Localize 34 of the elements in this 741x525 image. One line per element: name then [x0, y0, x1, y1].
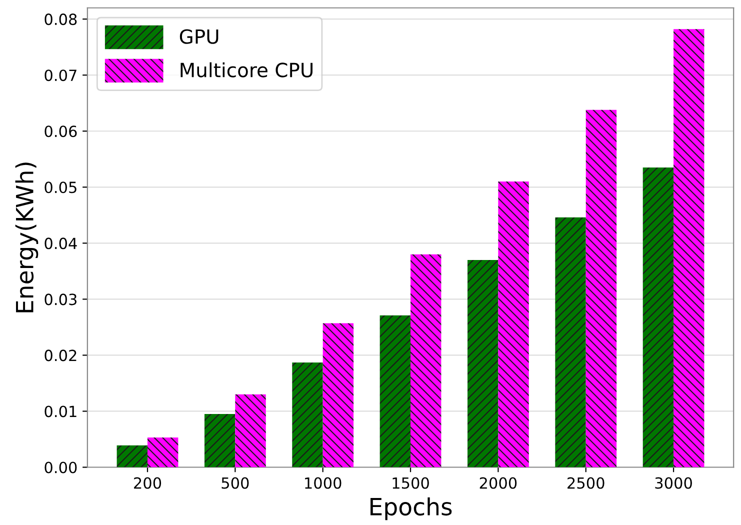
x-tick-label: 3000 [655, 477, 692, 489]
bar [555, 217, 586, 468]
y-tick-label: 0.05 [44, 182, 76, 194]
y-tick-label: 0.02 [44, 350, 76, 362]
y-tick-label: 0.08 [44, 14, 77, 26]
y-tick-label: 0.00 [44, 462, 77, 474]
x-tick-label: 500 [222, 477, 249, 489]
bar [410, 254, 442, 468]
bar [235, 394, 266, 468]
y-tick-label: 0.07 [44, 70, 76, 82]
y-tick-label: 0.03 [44, 294, 76, 306]
bar [586, 110, 617, 468]
bar [116, 445, 148, 468]
x-axis-title: Epochs [370, 497, 452, 520]
y-tick-label: 0.06 [44, 126, 77, 138]
x-tick-label: 2000 [480, 477, 517, 489]
x-tick-label: 200 [134, 477, 162, 489]
x-tick-label: 2500 [568, 477, 604, 489]
bar [380, 315, 411, 468]
bar [322, 323, 354, 468]
legend-label: GPU [180, 29, 218, 44]
bar [498, 182, 529, 468]
y-tick-label: 0.01 [44, 406, 76, 418]
x-tick-label: 1000 [305, 477, 342, 489]
bar [147, 438, 178, 468]
y-axis-title: Energy(KWh) [15, 162, 38, 312]
x-tick-label: 1500 [392, 477, 429, 489]
bar [468, 260, 498, 468]
y-tick-label: 0.04 [44, 238, 77, 250]
bar [642, 168, 674, 468]
legend-label: Multicore CPU [180, 62, 312, 78]
bar [674, 29, 704, 468]
bar [204, 414, 236, 468]
bar [292, 362, 323, 468]
